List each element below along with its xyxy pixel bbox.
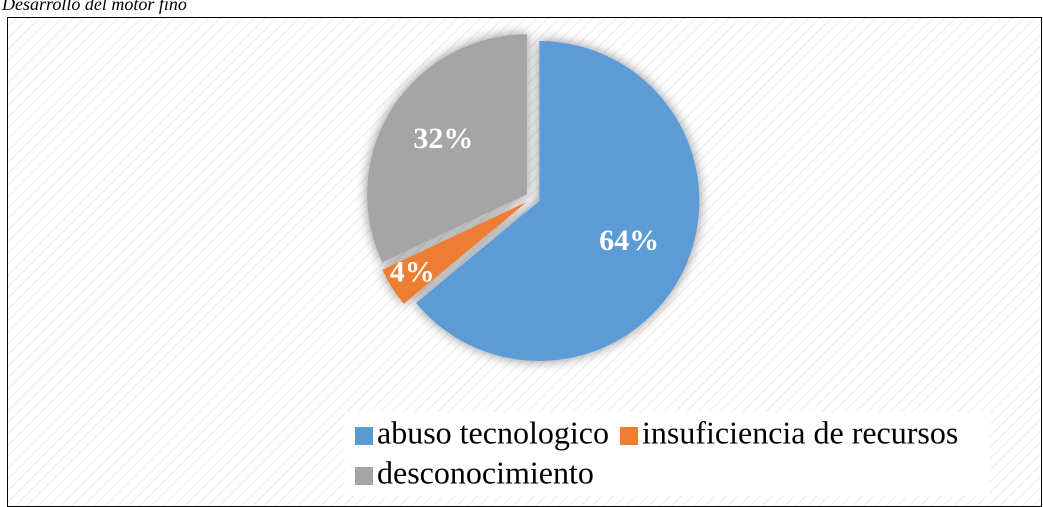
legend-label: desconocimiento bbox=[377, 454, 594, 490]
pie-slice bbox=[367, 34, 528, 263]
legend-box bbox=[345, 412, 990, 496]
legend-label: insuficiencia de recursos bbox=[642, 414, 958, 450]
data-label: 4% bbox=[390, 256, 435, 289]
pie-slice bbox=[382, 201, 528, 304]
legend-swatch bbox=[355, 427, 373, 445]
legend-swatch bbox=[620, 427, 638, 445]
data-label: 32% bbox=[413, 122, 473, 155]
legend-label: abuso tecnologico bbox=[377, 414, 609, 450]
chart-title: Desarrollo del motor fino bbox=[1, 0, 187, 14]
pie-slice bbox=[416, 40, 700, 361]
pie bbox=[367, 34, 700, 361]
legend-swatch bbox=[355, 467, 373, 485]
data-label: 64% bbox=[599, 224, 659, 257]
